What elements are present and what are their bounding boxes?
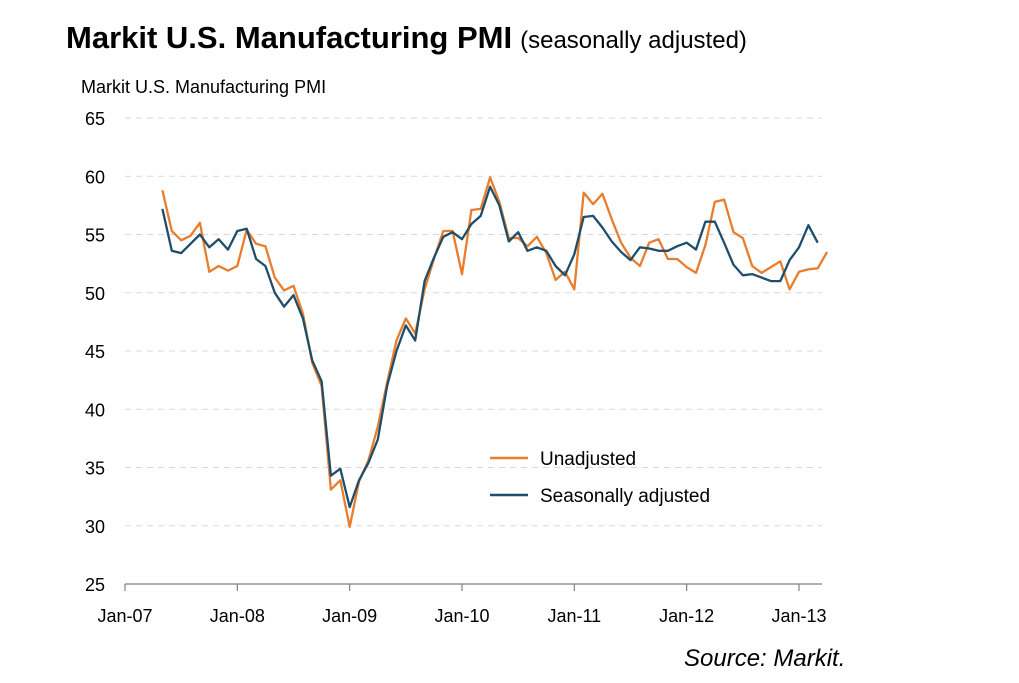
x-tick-label: Jan-07 — [97, 606, 152, 626]
y-tick-label: 30 — [85, 517, 105, 537]
y-tick-label: 25 — [85, 575, 105, 595]
y-tick-label: 55 — [85, 226, 105, 246]
x-tick-label: Jan-10 — [434, 606, 489, 626]
x-tick-label: Jan-08 — [210, 606, 265, 626]
x-tick-label: Jan-13 — [771, 606, 826, 626]
y-tick-label: 50 — [85, 284, 105, 304]
legend: Unadjusted Seasonally adjusted — [490, 449, 710, 507]
source-note: Source: Markit. — [684, 645, 846, 672]
y-tick-label: 40 — [85, 400, 105, 420]
legend-label-unadjusted: Unadjusted — [540, 449, 636, 470]
series-line-seasonally-adjusted — [161, 185, 819, 509]
y-tick-label: 35 — [85, 459, 105, 479]
y-tick-label: 65 — [85, 109, 105, 129]
y-tick-label: 45 — [85, 342, 105, 362]
legend-label-seasonally-adjusted: Seasonally adjusted — [540, 486, 710, 507]
chart-title: Markit U.S. Manufacturing PMI (seasonally… — [66, 20, 747, 56]
grid-lines — [125, 117, 822, 527]
x-tick-labels: Jan-07 Jan-08 Jan-09 Jan-10 Jan-11 Jan-12 Jan-… — [97, 606, 826, 626]
chart-title-main: Markit U.S. Manufacturing PMI — [66, 20, 513, 55]
series-lines — [161, 176, 829, 529]
chart-title-subtitle: (seasonally adjusted) — [520, 27, 747, 54]
x-tick-label: Jan-09 — [322, 606, 377, 626]
x-tick-label: Jan-12 — [659, 606, 714, 626]
y-tick-label: 60 — [85, 167, 105, 187]
x-tick-label: Jan-11 — [547, 606, 601, 626]
series-line-unadjusted — [161, 176, 829, 529]
axes — [124, 583, 822, 591]
y-axis-label: Markit U.S. Manufacturing PMI — [81, 77, 327, 97]
y-tick-labels: 25 30 35 40 45 50 55 60 65 — [85, 109, 105, 595]
